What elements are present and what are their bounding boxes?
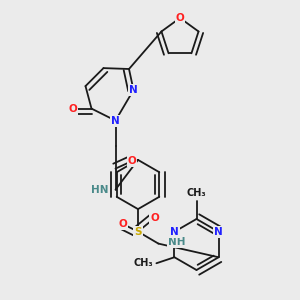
Text: O: O	[128, 156, 136, 166]
Text: O: O	[68, 103, 77, 114]
Text: N: N	[214, 227, 223, 237]
Text: S: S	[134, 226, 142, 237]
Text: O: O	[118, 219, 127, 229]
Text: O: O	[150, 213, 159, 223]
Text: N: N	[111, 116, 120, 126]
Text: CH₃: CH₃	[187, 188, 206, 198]
Text: CH₃: CH₃	[134, 258, 153, 268]
Text: N: N	[170, 227, 179, 237]
Text: N: N	[129, 85, 138, 95]
Text: NH: NH	[168, 237, 185, 247]
Text: O: O	[176, 13, 184, 23]
Text: HN: HN	[91, 184, 108, 195]
